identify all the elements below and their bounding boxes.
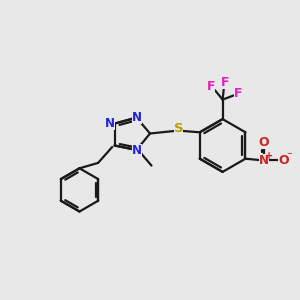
Text: +: + — [266, 151, 274, 161]
Text: O: O — [259, 136, 269, 149]
Text: F: F — [221, 76, 230, 89]
Text: N: N — [105, 117, 115, 130]
Text: N: N — [132, 111, 142, 124]
Text: S: S — [174, 122, 183, 135]
Text: F: F — [234, 87, 242, 100]
Text: ⁻: ⁻ — [286, 152, 292, 162]
Text: N: N — [259, 154, 269, 167]
Text: N: N — [132, 144, 142, 157]
Text: O: O — [278, 154, 289, 167]
Text: F: F — [207, 80, 215, 94]
